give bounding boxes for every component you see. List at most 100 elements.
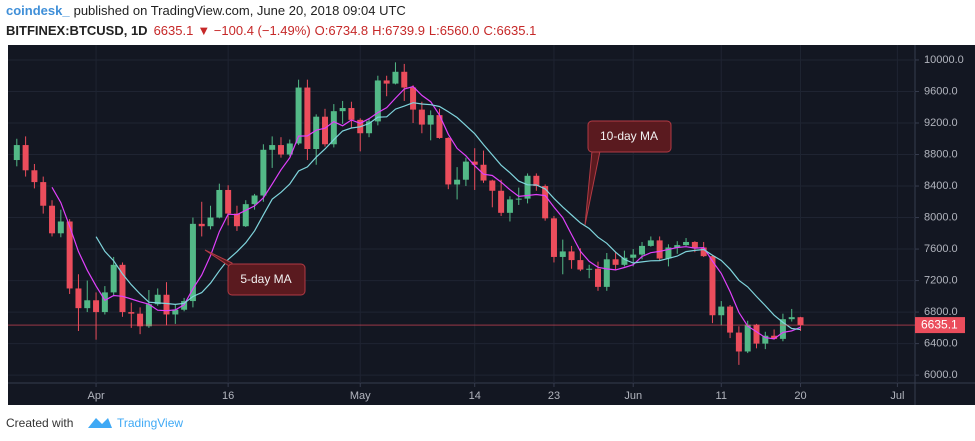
candle-body [13, 145, 20, 161]
candle-body [594, 268, 601, 287]
candle-body [700, 247, 707, 257]
last: 6635.1 [154, 23, 194, 38]
x-tick-label: Apr [87, 390, 104, 402]
candle-body [797, 317, 804, 326]
candle-body [207, 217, 214, 227]
annotation-text: 10-day MA [600, 129, 658, 143]
candle-body [233, 213, 240, 227]
candle-body [621, 257, 628, 265]
published: published on TradingView.com, June 20, 2… [74, 3, 406, 18]
symbol: BITFINEX:BTCUSD, 1D [6, 23, 148, 38]
candle-body [568, 251, 575, 261]
candle-body [788, 317, 795, 320]
y-tick-label: 6800.0 [924, 306, 958, 318]
candle-body [586, 268, 593, 270]
candle-body [374, 80, 381, 122]
candle-body [260, 149, 267, 196]
close: C:6635.1 [484, 23, 537, 38]
annotation-5: 5-day MA [204, 249, 306, 296]
candle-body [454, 179, 461, 185]
candle-body [735, 332, 742, 352]
candle-body [550, 218, 557, 257]
candle-body [49, 205, 56, 234]
candle-body [462, 161, 469, 180]
candle-body [119, 264, 126, 313]
candle-body [524, 175, 531, 199]
candle-body [683, 241, 690, 246]
open: O:6734.8 [315, 23, 369, 38]
chart-panel [8, 45, 975, 405]
candle-body [383, 80, 390, 84]
candle-body [330, 111, 337, 145]
y-tick-label: 7600.0 [924, 243, 958, 255]
candle-body [366, 121, 373, 134]
candle-body [779, 319, 786, 339]
candle-body [154, 294, 161, 305]
candle-body [771, 335, 778, 339]
candle-body [427, 115, 434, 125]
candle-body [57, 221, 64, 234]
candle-body [401, 71, 408, 88]
candle-body [322, 116, 329, 145]
candle-body [665, 247, 672, 259]
candle-body [269, 145, 276, 150]
candle-body [753, 324, 760, 344]
annotation-text: 5-day MA [240, 272, 291, 286]
candle-body [93, 300, 100, 313]
candle-body [304, 87, 311, 149]
candle-body [110, 264, 117, 293]
candle-body [128, 312, 135, 314]
x-tick-label: 14 [469, 390, 481, 402]
price-label-box [915, 317, 965, 334]
candle-body [718, 306, 725, 316]
candle-body [101, 292, 108, 313]
moving-average [95, 102, 801, 331]
candle-body [630, 254, 637, 258]
candle-body [31, 170, 38, 183]
candle-body [225, 189, 232, 214]
candle-body [603, 259, 610, 287]
candle-body [339, 108, 346, 112]
annotation-10: 10-day MA [584, 120, 672, 226]
annotation-box [587, 120, 672, 153]
logo [88, 418, 112, 428]
x-tick-label: 16 [222, 390, 234, 402]
candle-body [145, 304, 152, 327]
candle-body [22, 145, 29, 171]
author: coindesk_ [6, 3, 70, 18]
high: H:6739.9 [372, 23, 425, 38]
change: ▼ −100.4 (−1.49%) [197, 23, 310, 38]
candle-body [198, 223, 205, 227]
candle-body [515, 198, 522, 200]
header-line: coindesk_ published on TradingView.com, J… [6, 3, 406, 18]
candle-body [533, 175, 540, 187]
x-tick-label: Jul [890, 390, 904, 402]
x-tick-label: 20 [794, 390, 806, 402]
candle-body [84, 300, 91, 309]
candle-body [559, 251, 566, 257]
x-tick-label: 11 [716, 390, 727, 402]
candle-body [242, 204, 249, 227]
candle-body [348, 108, 355, 120]
candle-body [410, 87, 417, 110]
price-label: 6635.1 [921, 317, 958, 331]
candle-body [480, 164, 487, 181]
y-tick-label: 9600.0 [924, 85, 958, 97]
candle-body [75, 288, 82, 309]
candle-body [445, 137, 452, 185]
candle-body [172, 309, 179, 315]
candle-body [691, 241, 698, 248]
candle-body [277, 145, 284, 155]
y-tick-label: 6400.0 [924, 338, 958, 350]
candle-body [577, 260, 584, 270]
footer-brand[interactable]: TradingView [117, 416, 183, 430]
candle-body [295, 87, 302, 144]
candle-body [612, 259, 619, 265]
x-tick-label: May [350, 390, 371, 402]
candle-body [498, 190, 505, 213]
candle-body [189, 223, 196, 302]
y-tick-label: 7200.0 [924, 274, 958, 286]
candle-body [674, 245, 681, 248]
x-tick-label: Jun [624, 390, 642, 402]
candle-body [392, 71, 399, 84]
